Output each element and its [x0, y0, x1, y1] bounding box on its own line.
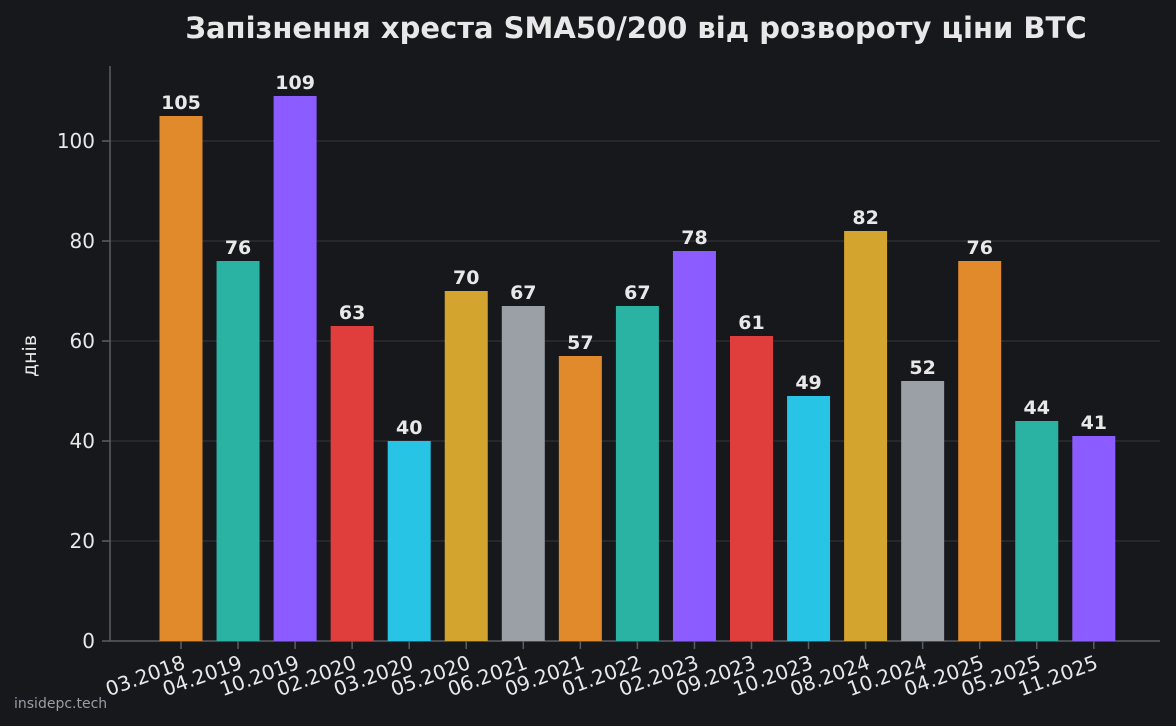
bar: [216, 261, 260, 641]
bar: [387, 441, 431, 641]
bar-value-label: 67: [624, 282, 650, 304]
bar: [901, 381, 945, 641]
bar-value-label: 49: [795, 372, 821, 394]
bar: [159, 116, 203, 641]
bar-value-label: 44: [1024, 397, 1050, 419]
y-tick-label: 60: [70, 329, 95, 353]
chart-title: Запізнення хреста SMA50/200 від розворот…: [185, 11, 1086, 45]
bar-value-label: 76: [966, 237, 992, 259]
bar: [672, 251, 716, 641]
bar: [501, 306, 545, 641]
bar-value-label: 67: [510, 282, 536, 304]
bar-value-label: 82: [852, 207, 878, 229]
bar-value-label: 52: [909, 357, 935, 379]
bar: [1072, 436, 1116, 641]
bar: [844, 231, 888, 641]
bar-value-label: 61: [738, 312, 764, 334]
bar: [730, 336, 773, 641]
bars: [159, 96, 1116, 641]
bar-value-label: 76: [225, 237, 251, 259]
y-tick-label: 100: [57, 129, 95, 153]
bar: [558, 356, 602, 641]
value-labels: 105 76 109 63 40 70 67 57 67 78 61 49 82 52 76 44 41: [161, 72, 1107, 439]
bar-value-label: 63: [339, 302, 365, 324]
y-tick-label: 80: [70, 229, 95, 253]
bar: [958, 261, 1002, 641]
bar: [444, 291, 488, 641]
y-tick-label: 0: [82, 629, 95, 653]
bar-value-label: 70: [453, 267, 479, 289]
bar-value-label: 109: [275, 72, 315, 94]
bar: [615, 306, 659, 641]
bar: [787, 396, 831, 641]
bar-value-label: 78: [681, 227, 707, 249]
bar-value-label: 57: [567, 332, 593, 354]
bar-value-label: 105: [161, 92, 201, 114]
y-axis-label: днів: [19, 335, 41, 377]
watermark: insidepc.tech: [14, 696, 107, 712]
y-tick-label: 20: [70, 529, 95, 553]
bar-value-label: 40: [396, 417, 422, 439]
bar: [330, 326, 374, 641]
y-tick-label: 40: [70, 429, 95, 453]
bar-value-label: 41: [1081, 412, 1107, 434]
bar: [273, 96, 317, 641]
bar: [1015, 421, 1059, 641]
